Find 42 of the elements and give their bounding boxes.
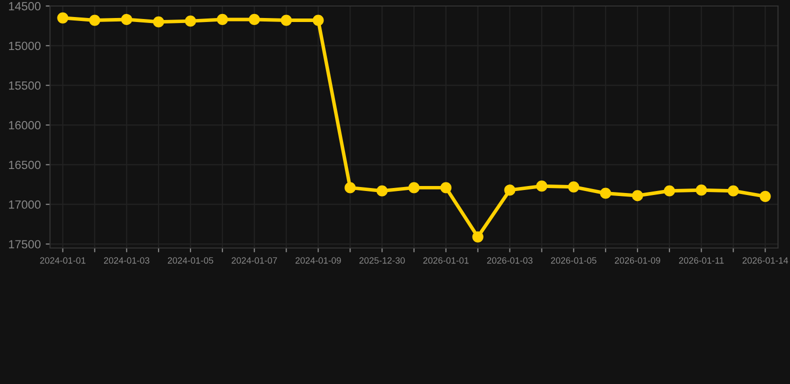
x-tick-label: 2025-12-30 (359, 257, 405, 264)
point (696, 184, 707, 196)
point (248, 14, 260, 26)
point (728, 185, 739, 196)
point (89, 14, 100, 26)
point (408, 182, 420, 194)
y-tick-label: 15500 (9, 81, 41, 90)
y-tick-label: 17500 (9, 240, 41, 248)
x-tick-label: 2026-01-11 (679, 257, 724, 264)
x-tick-label: 2026-01-01 (423, 257, 469, 264)
point (760, 190, 771, 202)
point (504, 184, 516, 196)
point (664, 185, 675, 196)
x-tick-label: 2024-01-05 (168, 257, 214, 264)
y-tick-label: 14500 (9, 2, 41, 10)
point (376, 185, 388, 196)
y-tick-label: 17000 (9, 200, 41, 209)
x-tick-label: 2024-01-01 (40, 257, 86, 264)
point (121, 14, 132, 26)
x-tick-label: 2024-01-09 (296, 257, 341, 264)
x-tick-label: 2026-01-14 (742, 257, 788, 264)
point (440, 182, 452, 194)
x-tick-label: 2026-01-03 (487, 257, 532, 264)
point (344, 182, 356, 194)
point (472, 231, 484, 242)
y-tick-label: 16000 (9, 121, 41, 130)
x-tick-label: 2026-01-05 (551, 257, 596, 264)
point (632, 190, 644, 202)
point (184, 16, 196, 27)
point (568, 181, 580, 192)
point (600, 188, 612, 199)
point (57, 12, 68, 24)
x-tick-label: 2024-01-03 (104, 257, 150, 264)
point (280, 14, 292, 26)
point (153, 16, 164, 28)
x-tick-label: 2024-01-07 (232, 257, 277, 264)
y-tick-label: 16500 (9, 160, 41, 170)
point (536, 180, 548, 192)
point (216, 14, 228, 26)
y-tick-label: 15000 (9, 42, 41, 50)
x-tick-label: 2026-01-09 (614, 257, 660, 264)
point (312, 14, 324, 26)
